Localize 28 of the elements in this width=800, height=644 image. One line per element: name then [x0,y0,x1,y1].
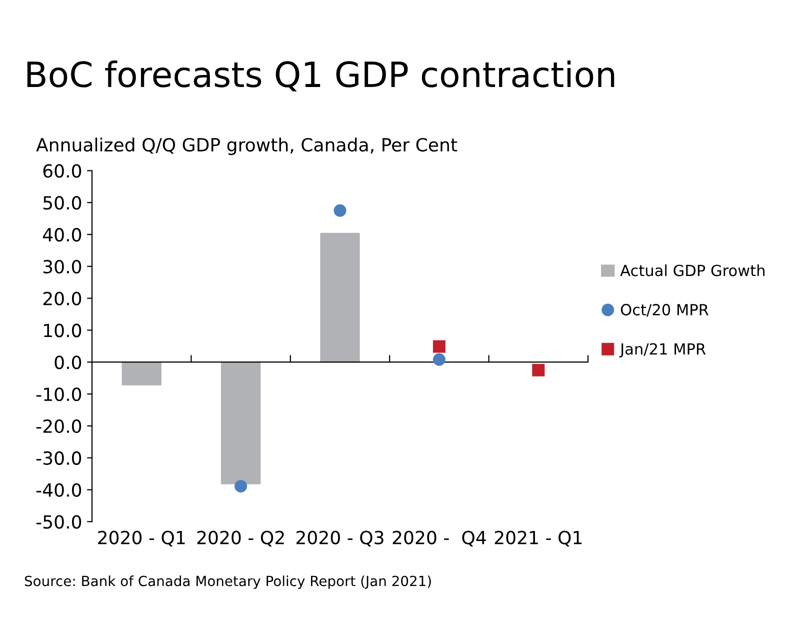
y-tick-label: 30.0 [43,260,82,274]
y-tick-label: -20.0 [36,419,82,434]
x-tick-label: 2020 - Q1 [98,530,185,546]
point [234,480,248,492]
legend-label: Actual GDP Growth [620,264,764,276]
y-tick-label: -50.0 [36,515,82,529]
y-tick-label: 40.0 [42,228,82,242]
y-tick-label: 0.0 [54,356,82,370]
x-tick-label: 2020 - Q2 [197,530,284,546]
point [432,340,446,353]
source-note: Source: Bank of Canada Monetary Policy Report (Jan 2021) [24,575,431,589]
y-tick-label: -40.0 [36,483,82,497]
x-tick-label: 2020 - Q4 [392,530,486,546]
y-tick-label: 10.0 [44,324,82,338]
legend-label: Oct/20 MPR [620,304,709,317]
y-tick-label: 60.0 [43,164,82,178]
y-tick-label: 20.0 [43,292,82,306]
y-tick-label: 50.0 [43,196,82,210]
x-tick-label: 2020 - Q3 [296,530,384,546]
y-tick-label: -10.0 [36,387,82,402]
point [432,353,446,366]
y-tick-label: -30.0 [36,451,82,465]
x-tick-label: 2021 - Q1 [494,530,582,546]
chart-subtitle: Annualized Q/Q GDP growth, Canada, Per Cent [36,138,458,156]
point [334,204,346,217]
legend-label: Jan/21 MPR [619,343,706,358]
chart-title: BoC forecasts Q1 GDP contraction [27,60,614,92]
point [532,364,545,376]
